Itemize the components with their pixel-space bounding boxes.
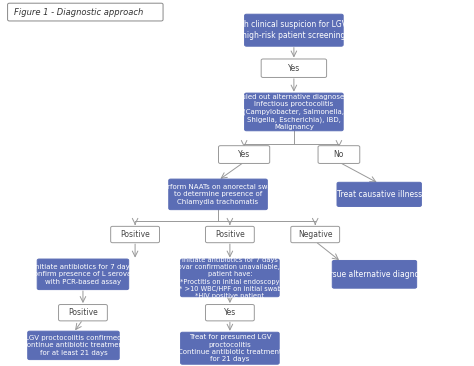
Text: Initiate antibiotics for 7 days
If serovar confirmation unavailable, does
patien: Initiate antibiotics for 7 days If serov… bbox=[162, 257, 298, 299]
FancyBboxPatch shape bbox=[245, 93, 343, 131]
FancyBboxPatch shape bbox=[291, 226, 339, 243]
FancyBboxPatch shape bbox=[110, 226, 159, 243]
Text: Initiate antibiotics for 7 days
Confirm presence of L serovars
with PCR-based as: Initiate antibiotics for 7 days Confirm … bbox=[28, 264, 137, 285]
Text: Treat for presumed LGV
proctocolitis
Continue antibiotic treatment
for 21 days: Treat for presumed LGV proctocolitis Con… bbox=[178, 335, 282, 362]
FancyBboxPatch shape bbox=[205, 226, 254, 243]
FancyBboxPatch shape bbox=[181, 259, 279, 297]
FancyBboxPatch shape bbox=[261, 59, 327, 78]
Text: Perform NAATs on anorectal swab
to determine presence of
Chlamydia trachomatis: Perform NAATs on anorectal swab to deter… bbox=[159, 184, 277, 205]
Text: Positive: Positive bbox=[68, 308, 98, 317]
Text: Figure 1 - Diagnostic approach: Figure 1 - Diagnostic approach bbox=[14, 8, 144, 16]
FancyBboxPatch shape bbox=[37, 259, 128, 290]
FancyBboxPatch shape bbox=[318, 146, 360, 164]
FancyBboxPatch shape bbox=[27, 331, 119, 360]
FancyBboxPatch shape bbox=[8, 3, 163, 21]
Text: Treat causative illness: Treat causative illness bbox=[337, 190, 422, 199]
Text: Yes: Yes bbox=[224, 308, 236, 317]
Text: Positive: Positive bbox=[215, 230, 245, 239]
FancyBboxPatch shape bbox=[181, 332, 279, 364]
FancyBboxPatch shape bbox=[337, 182, 421, 206]
FancyBboxPatch shape bbox=[245, 14, 343, 46]
Text: No: No bbox=[334, 150, 344, 159]
Text: Yes: Yes bbox=[238, 150, 250, 159]
FancyBboxPatch shape bbox=[205, 305, 254, 321]
FancyBboxPatch shape bbox=[59, 305, 107, 321]
Text: Yes: Yes bbox=[288, 64, 300, 73]
Text: Negative: Negative bbox=[298, 230, 332, 239]
Text: Positive: Positive bbox=[120, 230, 150, 239]
Text: LGV proctocolitis confirmed
Continue antibiotic treatment
for at least 21 days: LGV proctocolitis confirmed Continue ant… bbox=[22, 335, 125, 356]
FancyBboxPatch shape bbox=[169, 179, 267, 210]
FancyBboxPatch shape bbox=[219, 146, 270, 164]
Text: Pursue alternative diagnosis: Pursue alternative diagnosis bbox=[320, 270, 429, 279]
Text: Ruled out alternative diagnoses?
Infectious proctocolitis
(Campylobacter, Salmon: Ruled out alternative diagnoses? Infecti… bbox=[237, 94, 351, 130]
Text: High clinical suspicion for LGV or
high-risk patient screening: High clinical suspicion for LGV or high-… bbox=[231, 20, 357, 40]
FancyBboxPatch shape bbox=[332, 261, 417, 288]
